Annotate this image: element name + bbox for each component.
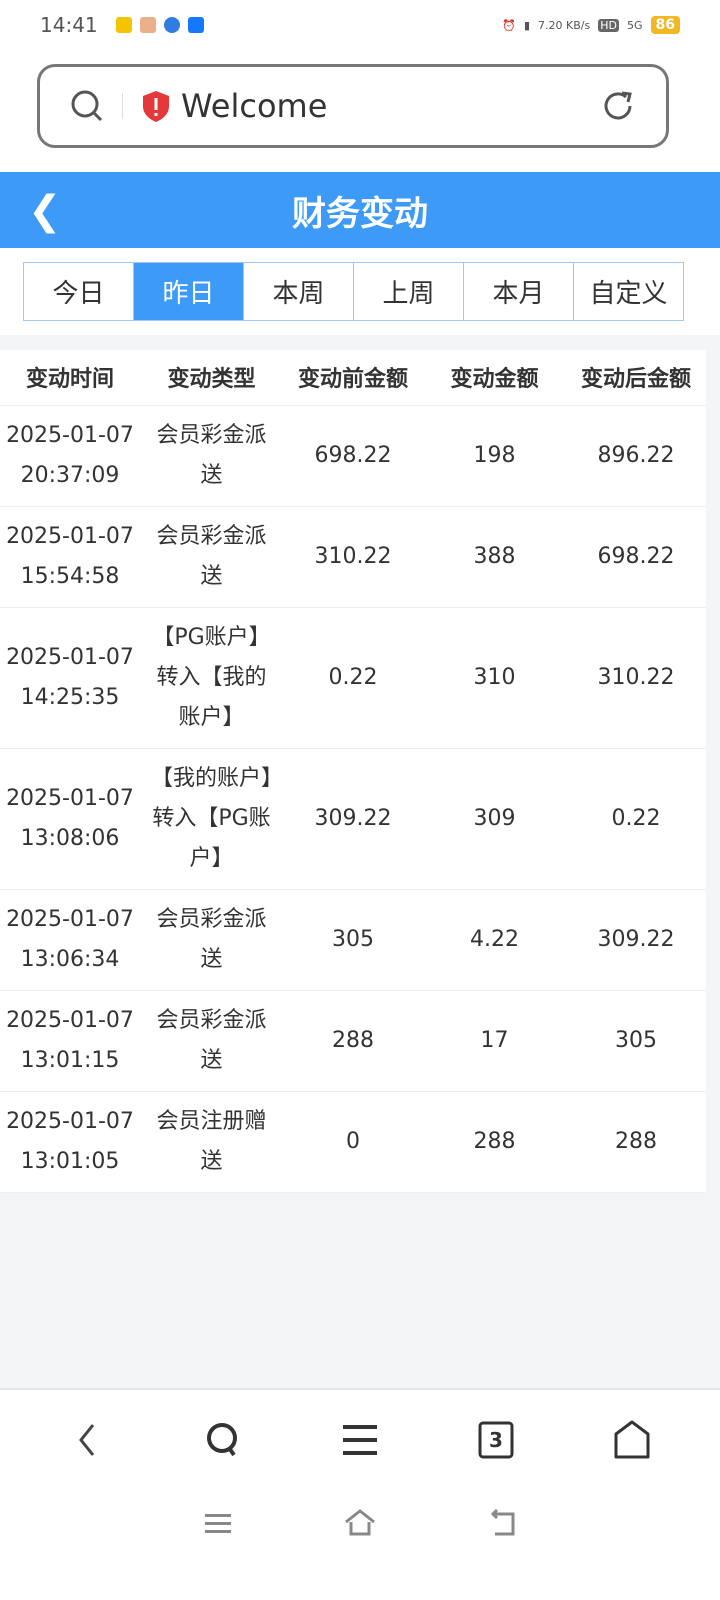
hd-icon: HD (598, 18, 619, 32)
browser-search-button[interactable] (194, 1420, 254, 1460)
shield-warning-icon (143, 91, 169, 122)
clock: 14:41 (40, 13, 98, 37)
system-nav-bar (0, 1508, 720, 1538)
page-title: Welcome (181, 87, 328, 125)
browser-back-button[interactable] (58, 1420, 118, 1460)
col-header: 变动后金额 (566, 350, 706, 406)
cell-amount: 310 (423, 607, 566, 749)
browser-toolbar: 3 (0, 1388, 720, 1600)
tab-count: 3 (489, 1428, 503, 1452)
battery-icon: 86 (650, 16, 680, 34)
app-icon (139, 17, 156, 33)
cell-before: 698.22 (283, 405, 423, 507)
menu-button[interactable] (330, 1420, 390, 1460)
col-header: 变动类型 (140, 350, 283, 406)
back-button[interactable]: ❮ (28, 188, 62, 234)
cell-before: 305 (283, 889, 423, 991)
cell-time: 2025-01-07 14:25:35 (0, 607, 140, 749)
home-icon[interactable] (343, 1508, 377, 1538)
table-row: 2025-01-07 13:01:05 会员注册赠送 0 288 288 (0, 1091, 706, 1193)
net-speed: 7.20 KB/s (538, 18, 591, 32)
cell-after: 698.22 (566, 506, 706, 608)
reload-icon[interactable] (602, 89, 636, 123)
tab-yesterday[interactable]: 昨日 (134, 263, 244, 320)
cell-before: 310.22 (283, 506, 423, 608)
signal-icon: 5G (626, 18, 643, 32)
cell-after: 305 (566, 990, 706, 1092)
cell-time: 2025-01-07 13:08:06 (0, 748, 140, 890)
col-header: 变动时间 (0, 350, 140, 406)
cell-type: 会员彩金派送 (140, 990, 283, 1092)
table-row: 2025-01-07 14:25:35 【PG账户】转入【我的账户】 0.22 310… (0, 607, 706, 749)
back-icon[interactable] (487, 1508, 517, 1538)
tab-this-month[interactable]: 本月 (464, 263, 574, 320)
cell-after: 288 (566, 1091, 706, 1193)
col-header: 变动前金额 (283, 350, 423, 406)
tab-custom[interactable]: 自定义 (589, 279, 668, 309)
cell-amount: 17 (423, 990, 566, 1092)
cell-before: 288 (283, 990, 423, 1092)
table-row: 2025-01-07 13:08:06 【我的账户】转入【PG账户】 309.22 3… (0, 748, 706, 890)
address-bar[interactable]: Welcome (37, 64, 669, 148)
menu-icon (343, 1425, 377, 1455)
cell-amount: 388 (423, 506, 566, 608)
tab-today[interactable]: 今日 (24, 263, 134, 320)
cell-after: 896.22 (566, 405, 706, 507)
cell-type: 会员注册赠送 (140, 1091, 283, 1193)
cell-time: 2025-01-07 15:54:58 (0, 506, 140, 608)
vibrate-icon: ▮ (523, 18, 531, 32)
app-icon (115, 17, 132, 33)
cell-type: 会员彩金派送 (140, 405, 283, 507)
cell-before: 309.22 (283, 748, 423, 890)
cell-type: 会员彩金派送 (140, 506, 283, 608)
alipay-icon (187, 17, 204, 33)
search-icon (207, 1423, 237, 1457)
table-row: 2025-01-07 13:06:34 会员彩金派送 305 4.22 309.22 (0, 889, 706, 991)
tab-last-week[interactable]: 上周 (354, 263, 464, 320)
tabs-button[interactable]: 3 (466, 1420, 526, 1460)
cell-amount: 198 (423, 405, 566, 507)
cell-time: 2025-01-07 13:01:15 (0, 990, 140, 1092)
status-bar: 14:41 ⏰ ▮ 7.20 KB/s HD 5G 86 (0, 0, 720, 50)
header-title: 财务变动 (292, 193, 428, 234)
cell-type: 【PG账户】转入【我的账户】 (140, 607, 283, 749)
cell-amount: 288 (423, 1091, 566, 1193)
cell-before: 0 (283, 1091, 423, 1193)
tabs-icon (478, 1421, 514, 1459)
location-icon (163, 17, 180, 33)
cell-after: 0.22 (566, 748, 706, 890)
table-row: 2025-01-07 13:01:15 会员彩金派送 288 17 305 (0, 990, 706, 1092)
col-header: 变动金额 (423, 350, 566, 406)
chevron-left-icon (79, 1424, 95, 1456)
cell-after: 310.22 (566, 607, 706, 749)
cell-type: 会员彩金派送 (140, 889, 283, 991)
cell-after: 309.22 (566, 889, 706, 991)
home-icon (614, 1420, 650, 1459)
date-filter-tabs: 今日 昨日 本周 上周 本月 自定义 (23, 262, 684, 321)
cell-amount: 4.22 (423, 889, 566, 991)
recents-icon[interactable] (203, 1508, 233, 1538)
cell-before: 0.22 (283, 607, 423, 749)
cell-time: 2025-01-07 13:06:34 (0, 889, 140, 991)
alarm-icon: ⏰ (502, 18, 516, 32)
app-header: ❮ 财务变动 (0, 172, 720, 248)
home-button[interactable] (602, 1420, 662, 1460)
notification-icons (115, 17, 204, 33)
cell-type: 【我的账户】转入【PG账户】 (140, 748, 283, 890)
cell-time: 2025-01-07 13:01:05 (0, 1091, 140, 1193)
transactions-table: 变动时间 变动类型 变动前金额 变动金额 变动后金额 2025-01-07 20… (0, 350, 706, 1193)
table-row: 2025-01-07 20:37:09 会员彩金派送 698.22 198 896.22 (0, 405, 706, 507)
tab-this-week[interactable]: 本周 (244, 263, 354, 320)
cell-time: 2025-01-07 20:37:09 (0, 405, 140, 507)
table-row: 2025-01-07 15:54:58 会员彩金派送 310.22 388 698.22 (0, 506, 706, 608)
search-icon[interactable] (70, 89, 104, 123)
cell-amount: 309 (423, 748, 566, 890)
